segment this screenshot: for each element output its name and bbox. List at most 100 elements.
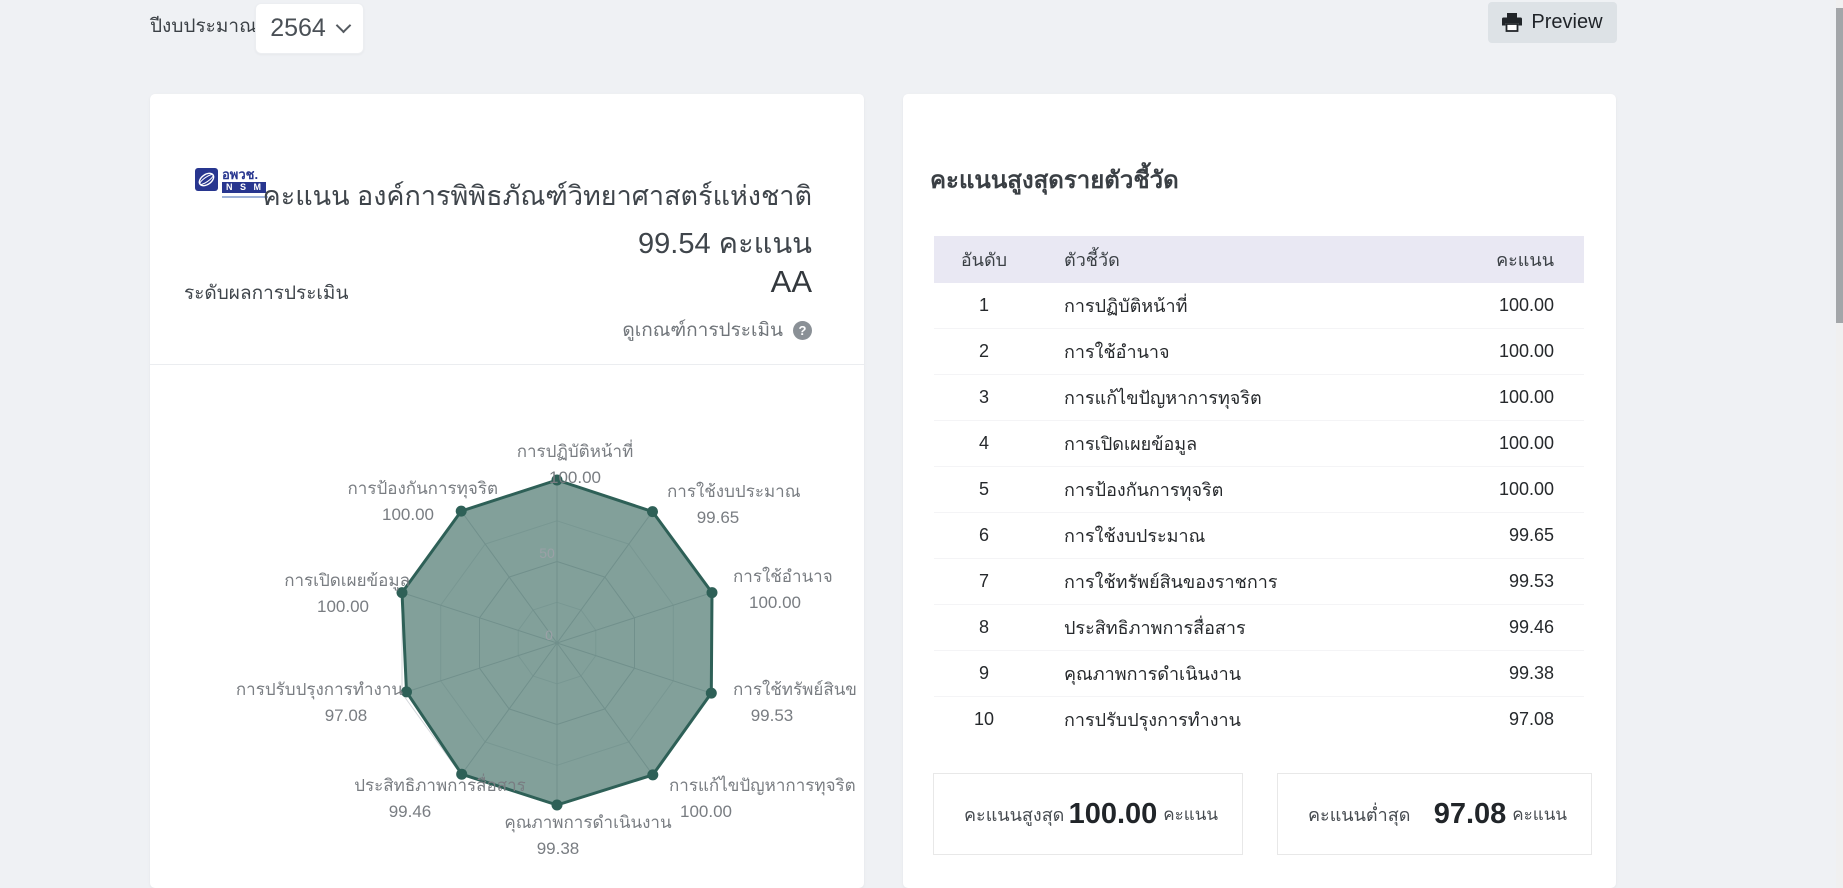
- printer-icon: [1502, 13, 1523, 32]
- min-score-value: 97.08: [1433, 797, 1507, 830]
- agency-score-title: คะแนน องค์การพิพิธภัณฑ์วิทยาศาสตร์แห่งชา…: [262, 181, 812, 211]
- radar-data-area: [400, 478, 714, 807]
- cell-score: 99.38: [1508, 663, 1554, 683]
- radar-axis-label: การใช้ทรัพย์สินข: [733, 679, 857, 699]
- radar-data-point: [551, 799, 563, 811]
- cell-rank: 7: [978, 571, 989, 591]
- radar-axis-value: 100.00: [749, 593, 801, 612]
- score-card-header: อพวช. N S M คะแนน องค์การพิพิธภัณฑ์วิทยา…: [150, 94, 864, 365]
- radar-data-point: [705, 687, 717, 699]
- cell-indicator: การปฏิบัติหน้าที่: [1064, 296, 1188, 316]
- radar-data-point: [647, 769, 659, 781]
- total-score: 99.54 คะแนน: [638, 228, 812, 260]
- cell-rank: 5: [978, 479, 989, 499]
- cell-score: 99.46: [1508, 617, 1554, 637]
- cell-indicator: การใช้ทรัพย์สินของราชการ: [1064, 572, 1278, 592]
- table-row: 3 การแก้ไขปัญหาการทุจริต 100.00: [934, 375, 1584, 421]
- cell-indicator: การเปิดเผยข้อมูล: [1064, 434, 1198, 454]
- scrollbar-thumb[interactable]: [1836, 8, 1843, 323]
- table-row: 10 การปรับปรุงการทำงาน 97.08: [934, 697, 1584, 742]
- logo-abbr-en: N S M: [222, 182, 266, 193]
- cell-indicator: การแก้ไขปัญหาการทุจริต: [1064, 388, 1262, 408]
- radar-axis-label: การแก้ไขปัญหาการทุจริต: [669, 775, 856, 796]
- fiscal-year-value: 2564: [270, 14, 326, 42]
- logo-abbr-th: อพวช.: [222, 167, 259, 182]
- criteria-link[interactable]: ดูเกณฑ์การประเมิน ?: [622, 315, 812, 345]
- table-row: 7 การใช้ทรัพย์สินของราชการ 99.53: [934, 559, 1584, 605]
- cell-rank: 9: [978, 663, 989, 683]
- cell-indicator: ประสิทธิภาพการสื่อสาร: [1064, 618, 1246, 638]
- indicators-table: อันดับ ตัวชี้วัด คะแนน 1 การปฏิบัติหน้าที…: [934, 236, 1584, 742]
- nsm-emblem-icon: [195, 168, 218, 191]
- indicators-panel: คะแนนสูงสุดรายตัวชี้วัด อันดับ ตัวชี้วัด…: [903, 94, 1616, 888]
- radar-data-point: [455, 505, 467, 517]
- cell-score: 100.00: [1498, 295, 1554, 315]
- radar-axis-value: 100.00: [680, 802, 732, 821]
- cell-score: 100.00: [1498, 387, 1554, 407]
- cell-rank: 8: [978, 617, 989, 637]
- radar-axis-label: การใช้อำนาจ: [733, 566, 833, 586]
- cell-score: 97.08: [1508, 709, 1554, 729]
- radar-axis-label: คุณภาพการดำเนินงาน: [504, 813, 672, 833]
- cell-indicator: การใช้งบประมาณ: [1064, 526, 1206, 546]
- score-card: อพวช. N S M คะแนน องค์การพิพิธภัณฑ์วิทยา…: [150, 94, 864, 888]
- radar-axis-value: 99.46: [389, 802, 432, 821]
- cell-score: 99.65: [1508, 525, 1554, 545]
- radar-axis-label: ประสิทธิภาพการสื่อสาร: [354, 773, 526, 795]
- table-row: 4 การเปิดเผยข้อมูล 100.00: [934, 421, 1584, 467]
- question-circle-icon[interactable]: ?: [793, 320, 812, 340]
- scrollbar-track: [1836, 0, 1843, 888]
- cell-score: 100.00: [1498, 433, 1554, 453]
- cell-indicator: การปรับปรุงการทำงาน: [1064, 710, 1241, 730]
- radar-data-point: [551, 474, 563, 486]
- radar-axis-value: 99.65: [697, 508, 740, 527]
- max-score-unit: คะแนน: [1163, 804, 1218, 824]
- radar-data-point: [456, 768, 468, 780]
- logo-caption-bar: [222, 196, 268, 198]
- indicators-panel-title: คะแนนสูงสุดรายตัวชี้วัด: [930, 167, 1179, 194]
- header-indicator: ตัวชี้วัด: [1064, 250, 1120, 270]
- cell-rank: 10: [973, 709, 995, 729]
- radar-data-point: [647, 506, 658, 518]
- cell-rank: 4: [978, 433, 989, 453]
- header-rank: อันดับ: [960, 250, 1008, 270]
- cell-score: 100.00: [1498, 479, 1554, 499]
- radar-axis-value: 100.00: [382, 505, 434, 524]
- preview-button-label: Preview: [1531, 11, 1603, 33]
- radar-axis-label: การป้องกันการทุจริต: [348, 479, 499, 499]
- cell-indicator: คุณภาพการดำเนินงาน: [1064, 664, 1242, 684]
- preview-button[interactable]: Preview: [1488, 2, 1617, 43]
- radar-data-point: [401, 686, 412, 698]
- table-row: 9 คุณภาพการดำเนินงาน 99.38: [934, 651, 1584, 697]
- max-score-value: 100.00: [1068, 797, 1158, 830]
- radar-axis-value: 100.00: [549, 468, 601, 487]
- radar-axis-value: 99.38: [537, 839, 580, 858]
- radar-chart: การปฏิบัติหน้าที่ 100.00 การใช้งบประมาณ 99.…: [150, 364, 864, 888]
- max-score-label: คะแนนสูงสุด: [964, 804, 1065, 825]
- fiscal-year-select[interactable]: 2564: [255, 3, 364, 54]
- table-row: 8 ประสิทธิภาพการสื่อสาร 99.46: [934, 605, 1584, 651]
- rating-label: ระดับผลการประเมิน: [184, 283, 349, 304]
- table-row: 2 การใช้อำนาจ 100.00: [934, 329, 1584, 375]
- min-score-unit: คะแนน: [1512, 804, 1567, 824]
- cell-score: 99.53: [1508, 571, 1554, 591]
- radar-data-point: [396, 587, 408, 599]
- radar-tick-label: 0: [545, 627, 553, 643]
- cell-score: 100.00: [1498, 341, 1554, 361]
- cell-rank: 6: [978, 525, 989, 545]
- cell-indicator: การใช้อำนาจ: [1064, 342, 1170, 362]
- chevron-down-icon: [335, 17, 352, 34]
- cell-rank: 1: [978, 295, 989, 315]
- rating-value: AA: [770, 264, 812, 299]
- min-score-box: คะแนนต่ำสุด 97.08 คะแนน: [1277, 773, 1592, 855]
- fiscal-year-label: ปีงบประมาณ: [150, 16, 257, 37]
- criteria-link-label: ดูเกณฑ์การประเมิน: [622, 320, 783, 341]
- radar-axis-label: การปรับปรุงการทำงาน: [236, 680, 403, 700]
- radar-axis-value: 100.00: [317, 597, 369, 616]
- cell-rank: 3: [978, 387, 989, 407]
- header-score: คะแนน: [1496, 250, 1554, 270]
- indicators-table-body: 1 การปฏิบัติหน้าที่ 100.00 2 การใช้อำนาจ 100.…: [934, 283, 1584, 742]
- cell-rank: 2: [978, 341, 989, 361]
- table-row: 5 การป้องกันการทุจริต 100.00: [934, 467, 1584, 513]
